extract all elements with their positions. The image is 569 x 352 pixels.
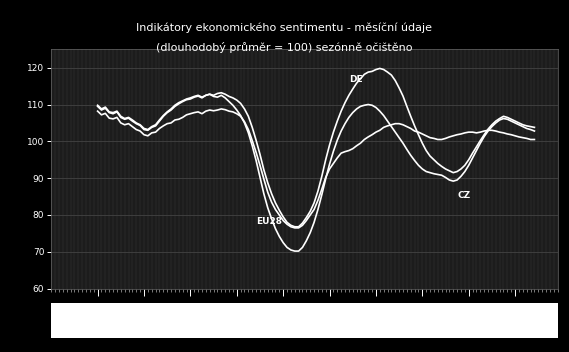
Text: DE: DE [349, 75, 362, 84]
Text: Indikátory ekonomického sentimentu - měsíční údaje: Indikátory ekonomického sentimentu - měs… [137, 23, 432, 33]
Text: CZ: CZ [457, 191, 470, 200]
Text: (dlouhodobý průměr = 100) sezónně očištěno: (dlouhodobý průměr = 100) sezónně očiště… [156, 42, 413, 53]
Text: EU28: EU28 [256, 217, 282, 226]
